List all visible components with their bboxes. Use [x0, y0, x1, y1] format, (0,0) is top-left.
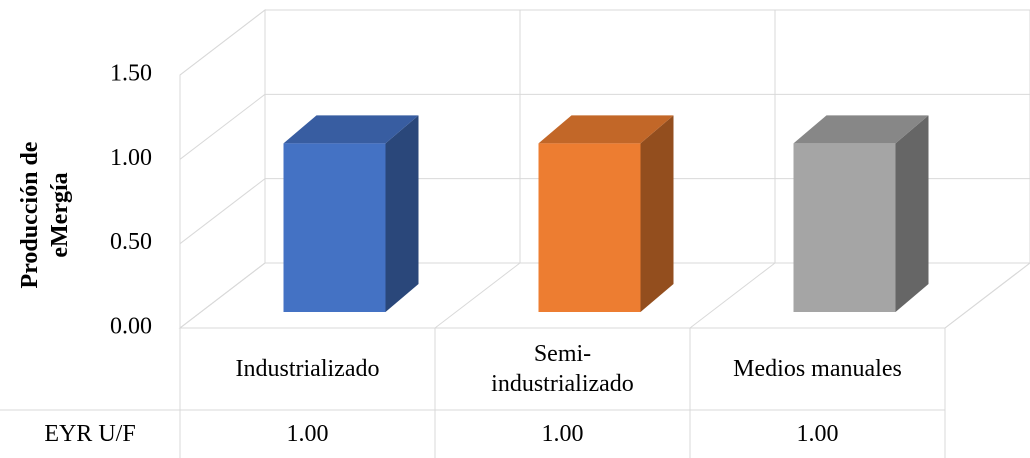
y-tick-label: 1.50: [110, 61, 152, 87]
table-value: 1.00: [286, 421, 329, 447]
x-tick-label: Semi-industrializado: [491, 341, 634, 397]
bar-front: [283, 143, 386, 312]
bar-front: [793, 143, 896, 312]
bar-side: [385, 115, 419, 312]
bar-side: [640, 115, 674, 312]
y-axis-label: Producción de eMergía: [17, 141, 73, 289]
bar: [283, 115, 419, 312]
x-tick-label: Industrializado: [235, 356, 380, 382]
bar-top: [283, 115, 419, 144]
side-wall: [179, 8, 266, 330]
grid-line-side: [179, 9, 266, 76]
grid-line-side: [179, 93, 266, 160]
table-line: [944, 262, 1030, 329]
grid-line-side: [179, 178, 266, 245]
table-value: 1.00: [541, 421, 584, 447]
bar-front: [538, 143, 641, 312]
x-tick-label: Medios manuales: [733, 356, 902, 382]
y-tick-label: 0.00: [110, 314, 152, 340]
bar: [793, 115, 929, 312]
y-tick-label: 0.50: [110, 229, 152, 255]
y-tick-label: 1.00: [110, 145, 152, 171]
bar: [538, 115, 674, 312]
table-series-name: EYR U/F: [44, 421, 136, 447]
bar-top: [793, 115, 929, 144]
bar-side: [895, 115, 929, 312]
floor-divider: [434, 262, 521, 329]
bar-top: [538, 115, 674, 144]
floor-divider: [689, 262, 776, 329]
table-value: 1.00: [796, 421, 839, 447]
grid-line-side: [179, 262, 266, 329]
